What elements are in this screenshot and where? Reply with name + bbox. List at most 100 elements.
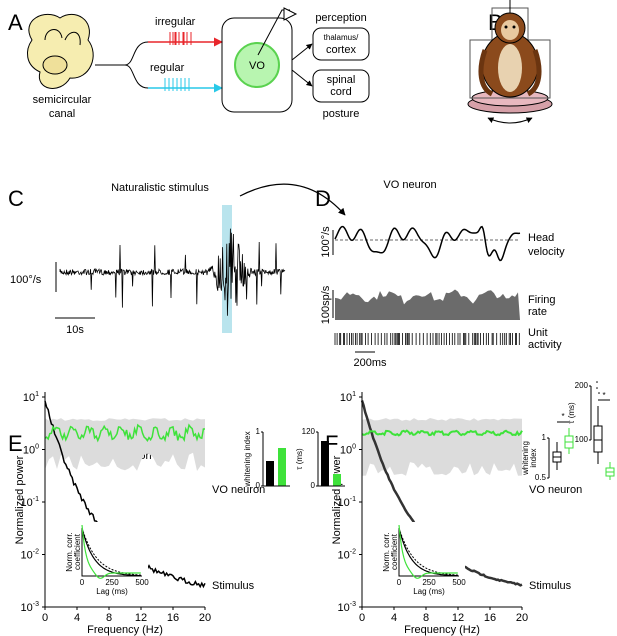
x-tick-label: 12 [452,612,464,624]
label: 10s [66,324,84,336]
panel-letter: E [8,431,23,456]
x-tick-label: 8 [423,612,429,624]
stat-label: whitening [521,441,530,476]
inset-stimulus [81,527,141,577]
rotation-arrow [487,117,533,124]
tick-exponent: -3 [350,601,356,608]
tick-exponent: 0 [352,443,356,450]
eye [512,25,516,29]
y-tick-label: 101 [340,391,356,404]
axis-label: Frequency (Hz) [87,624,163,636]
bar [278,448,286,486]
stat-label: index [529,448,538,467]
title: Naturalistic stimulus [111,182,209,194]
monkey-belly [498,44,522,92]
bar [266,461,274,486]
label: coefficient [390,533,399,570]
label: semicircular [33,94,92,106]
label: coefficient [73,533,82,570]
tick-base: 10 [21,602,33,614]
inset-vo-neuron [398,524,458,579]
label: velocity [528,246,565,258]
label: Head [528,232,554,244]
electrode-tip [283,7,298,21]
x-tick-label: 20 [516,612,528,624]
canal-loops [44,29,81,46]
x-tick-label: 12 [135,612,147,624]
tick-exponent: 0 [35,443,39,450]
x-tick-label: 20 [199,612,211,624]
vo-neuron [234,42,280,88]
upper-target-box [312,27,370,61]
axis-label: Frequency (Hz) [404,624,480,636]
label: activity [528,339,562,351]
inset-axes [398,528,459,577]
eye [504,25,508,29]
panel-letter: C [8,186,24,211]
tick-base: 10 [338,497,350,509]
tick-base: 10 [338,602,350,614]
tick-base: 10 [21,497,33,509]
tick-exponent: -1 [33,496,39,503]
monkey-arms [478,49,542,97]
inset-tick-label: 250 [105,578,119,587]
panel-letter: D [315,186,331,211]
tick-exponent: 1 [352,391,356,398]
y-tick-label: 10-3 [21,601,40,614]
head-velocity-trace [334,225,521,262]
label: rate [528,306,547,318]
label: thalamus/ [324,33,359,42]
cochlea [42,55,68,75]
y-tick-label: 100 [340,443,356,456]
inset-tick-label: 0 [397,578,402,587]
series-label: VO neuron [529,484,582,496]
label: Norm. corr. [382,532,391,572]
tick-base: 10 [21,549,33,561]
x-tick-label: 8 [106,612,112,624]
label: canal [49,108,75,120]
stat-tick-label: 120 [302,427,316,436]
y-tick-label: 10-2 [21,548,40,561]
stat-tick-label: 1 [542,433,547,442]
label: VO [249,60,265,72]
lower-target-box [312,69,370,103]
y-tick-label: 101 [23,391,39,404]
panel-letter: A [8,10,23,35]
tick-exponent: 1 [35,391,39,398]
label: irregular [155,16,196,28]
label: Firing [528,294,556,306]
irregular-spikes [169,32,192,45]
inset-axis-label: Lag (ms) [413,587,445,596]
tick-exponent: -3 [33,601,39,608]
x-tick-label: 16 [167,612,179,624]
label: 100°/s [10,274,42,286]
zoom-arrow [239,183,346,216]
tick-base: 10 [23,444,35,456]
tick-exponent: -2 [33,548,39,555]
tick-exponent: -2 [350,548,356,555]
stimulus-trace [59,228,286,316]
label: spinal [327,74,356,86]
tick-exponent: -1 [350,496,356,503]
tick-base: 10 [340,392,352,404]
variability-band [362,418,522,476]
x-tick-label: 16 [484,612,496,624]
inset-axes [81,528,142,577]
significance-marker: * [602,391,605,400]
box [593,425,603,453]
ear-canal [27,13,94,89]
stat-tick-label: 0.5 [535,473,547,482]
outlier [596,387,598,389]
monkey-face [501,20,519,40]
y-tick-label: 10-2 [338,548,357,561]
title: VO neuron [383,179,436,191]
firing-rate-area [335,289,520,320]
series-label: VO neuron [212,484,265,496]
inset-tick-label: 250 [422,578,436,587]
y-tick-label: 10-1 [21,496,40,509]
inset-vo-neuron [81,524,141,579]
axis-label: Normalized power [331,455,343,544]
x-tick-label: 0 [359,612,365,624]
stat-tick-label: 0 [256,481,261,490]
